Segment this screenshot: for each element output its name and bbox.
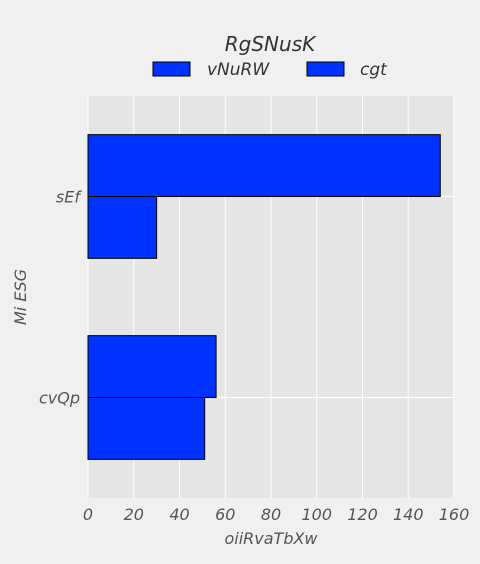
- x-tick-label: 60: [215, 505, 235, 524]
- x-tick-label: 0: [83, 505, 93, 524]
- bar-2-2: [87, 397, 206, 460]
- x-tick-label: 80: [261, 505, 281, 524]
- x-axis-label: oiiRvaTbXw: [224, 529, 318, 548]
- y-axis-label: Mi ESG: [11, 269, 30, 325]
- bar-1-2: [87, 335, 217, 399]
- y-tick-label: cvQp: [39, 389, 80, 408]
- legend-label-series-1: vNuRW: [207, 60, 270, 80]
- legend-swatch-series-2: [306, 61, 345, 77]
- legend: vNuRW cgt: [152, 60, 388, 80]
- x-tick-label: 40: [169, 505, 189, 524]
- x-tick-label: 120: [347, 505, 378, 524]
- bar-2-1: [87, 196, 158, 259]
- chart-title: RgSNusK: [225, 32, 317, 56]
- legend-swatch-series-1: [152, 61, 191, 77]
- bar-1-1: [87, 134, 441, 197]
- bars-group: [87, 134, 441, 460]
- y-tick-labels: sEf cvQp: [39, 188, 82, 408]
- y-tick-label: sEf: [56, 188, 82, 207]
- x-tick-labels: 0 20 40 60 80 100 120 140 160: [83, 505, 469, 524]
- x-tick-label: 100: [301, 505, 332, 524]
- x-tick-label: 20: [124, 505, 144, 524]
- x-tick-label: 160: [439, 505, 470, 524]
- x-tick-label: 140: [393, 505, 424, 524]
- legend-label-series-2: cgt: [360, 60, 388, 80]
